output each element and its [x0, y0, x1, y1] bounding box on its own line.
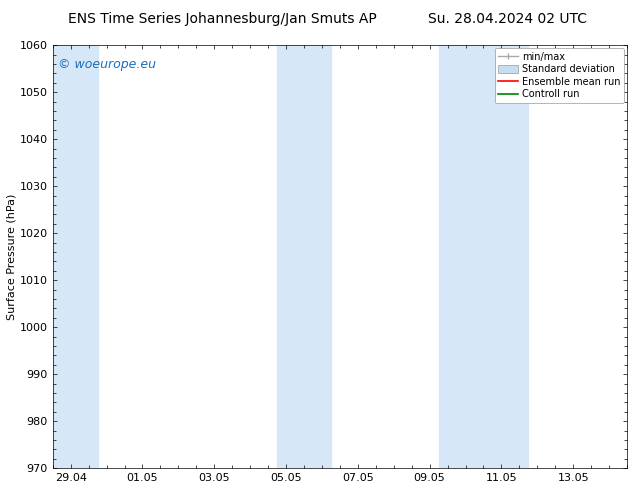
- Text: Su. 28.04.2024 02 UTC: Su. 28.04.2024 02 UTC: [428, 12, 586, 26]
- Y-axis label: Surface Pressure (hPa): Surface Pressure (hPa): [7, 194, 17, 320]
- Bar: [53, 45, 98, 468]
- Legend: min/max, Standard deviation, Ensemble mean run, Controll run: min/max, Standard deviation, Ensemble me…: [495, 48, 624, 103]
- Bar: [439, 45, 528, 468]
- Text: ENS Time Series Johannesburg/Jan Smuts AP: ENS Time Series Johannesburg/Jan Smuts A…: [68, 12, 376, 26]
- Text: © woeurope.eu: © woeurope.eu: [58, 58, 157, 71]
- Bar: [277, 45, 331, 468]
